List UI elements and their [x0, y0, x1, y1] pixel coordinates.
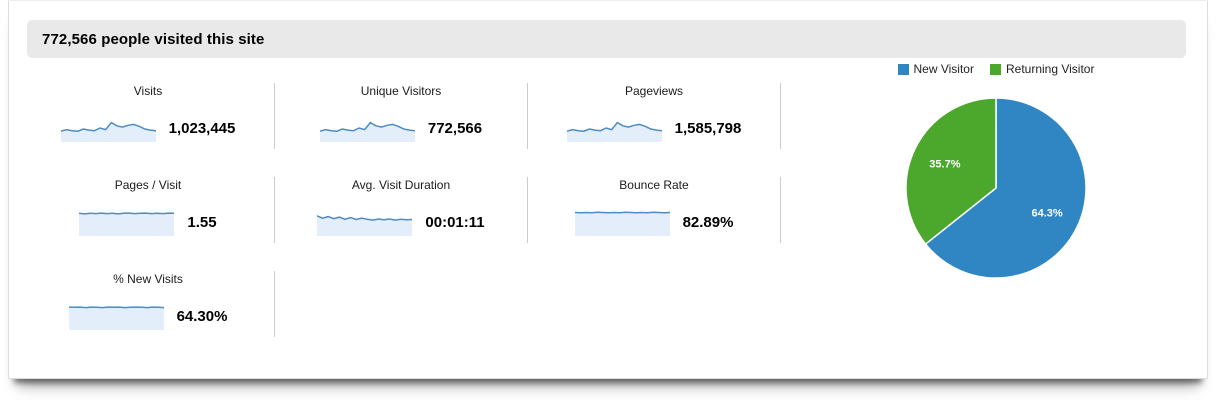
metric-value: 82.89% [682, 214, 734, 231]
visitors-overview-card: 772,566 people visited this site Visits … [8, 0, 1208, 379]
metric-row: 64.30% [22, 303, 274, 330]
page-title: 772,566 people visited this site [42, 30, 265, 48]
sparkline-chart [79, 212, 175, 236]
metrics-grid: Visits 1,023,445 Unique Visitors 772,566… [22, 83, 781, 337]
legend-item-returning-visitor[interactable]: Returning Visitor [989, 62, 1095, 76]
metric-value: 00:01:11 [425, 214, 485, 231]
metric-cell[interactable]: Avg. Visit Duration 00:01:11 [275, 177, 528, 243]
metric-row: 772,566 [275, 115, 527, 142]
sparkline-chart [319, 121, 415, 142]
metric-row: 1,585,798 [528, 115, 780, 142]
metric-label: Pageviews [624, 84, 684, 98]
visitor-type-pie-chart[interactable]: 64.3% 35.7% [876, 68, 1116, 308]
sparkline-chart [566, 121, 662, 142]
metric-value: 64.30% [176, 308, 228, 325]
metric-cell[interactable]: % New Visits 64.30% [22, 271, 275, 337]
metric-value: 1.55 [187, 214, 217, 231]
header-bar: 772,566 people visited this site [27, 20, 1186, 58]
metric-row: 00:01:11 [275, 209, 527, 236]
metric-cell[interactable]: Visits 1,023,445 [22, 83, 275, 149]
sparkline-chart [60, 121, 156, 142]
metric-cell[interactable]: Pages / Visit 1.55 [22, 177, 275, 243]
pie-slice-new-visitor[interactable] [924, 97, 1087, 279]
sparkline-chart [68, 306, 164, 330]
legend-item-new-visitor[interactable]: New Visitor [897, 62, 974, 76]
metric-label: Bounce Rate [619, 178, 689, 192]
metric-value: 1,023,445 [168, 120, 236, 137]
pie-slice-returning-visitor[interactable] [905, 97, 997, 245]
sparkline-chart [574, 211, 670, 236]
metric-label: Unique Visitors [360, 84, 442, 98]
metric-label: Pages / Visit [114, 178, 182, 192]
metric-label: % New Visits [113, 272, 183, 286]
metric-row: 1,023,445 [22, 115, 274, 142]
legend-label-new-visitor: New Visitor [913, 62, 974, 76]
metric-value: 772,566 [427, 120, 483, 137]
legend-label-returning-visitor: Returning Visitor [1005, 62, 1095, 76]
metric-row: 1.55 [22, 209, 274, 236]
metric-cell[interactable]: Bounce Rate 82.89% [528, 177, 781, 243]
metric-row: 82.89% [528, 209, 780, 236]
pie-slice-label: 35.7% [929, 158, 960, 170]
metric-value: 1,585,798 [674, 120, 742, 137]
pie-legend: New Visitor Returning Visitor [876, 62, 1116, 76]
pie-slice-label: 64.3% [1031, 208, 1062, 220]
metric-cell[interactable]: Pageviews 1,585,798 [528, 83, 781, 149]
metric-label: Visits [133, 84, 163, 98]
sparkline-chart [317, 215, 413, 236]
new-visitor-swatch-icon [897, 63, 909, 75]
metric-cell[interactable]: Unique Visitors 772,566 [275, 83, 528, 149]
returning-visitor-swatch-icon [989, 63, 1001, 75]
metric-label: Avg. Visit Duration [351, 178, 451, 192]
